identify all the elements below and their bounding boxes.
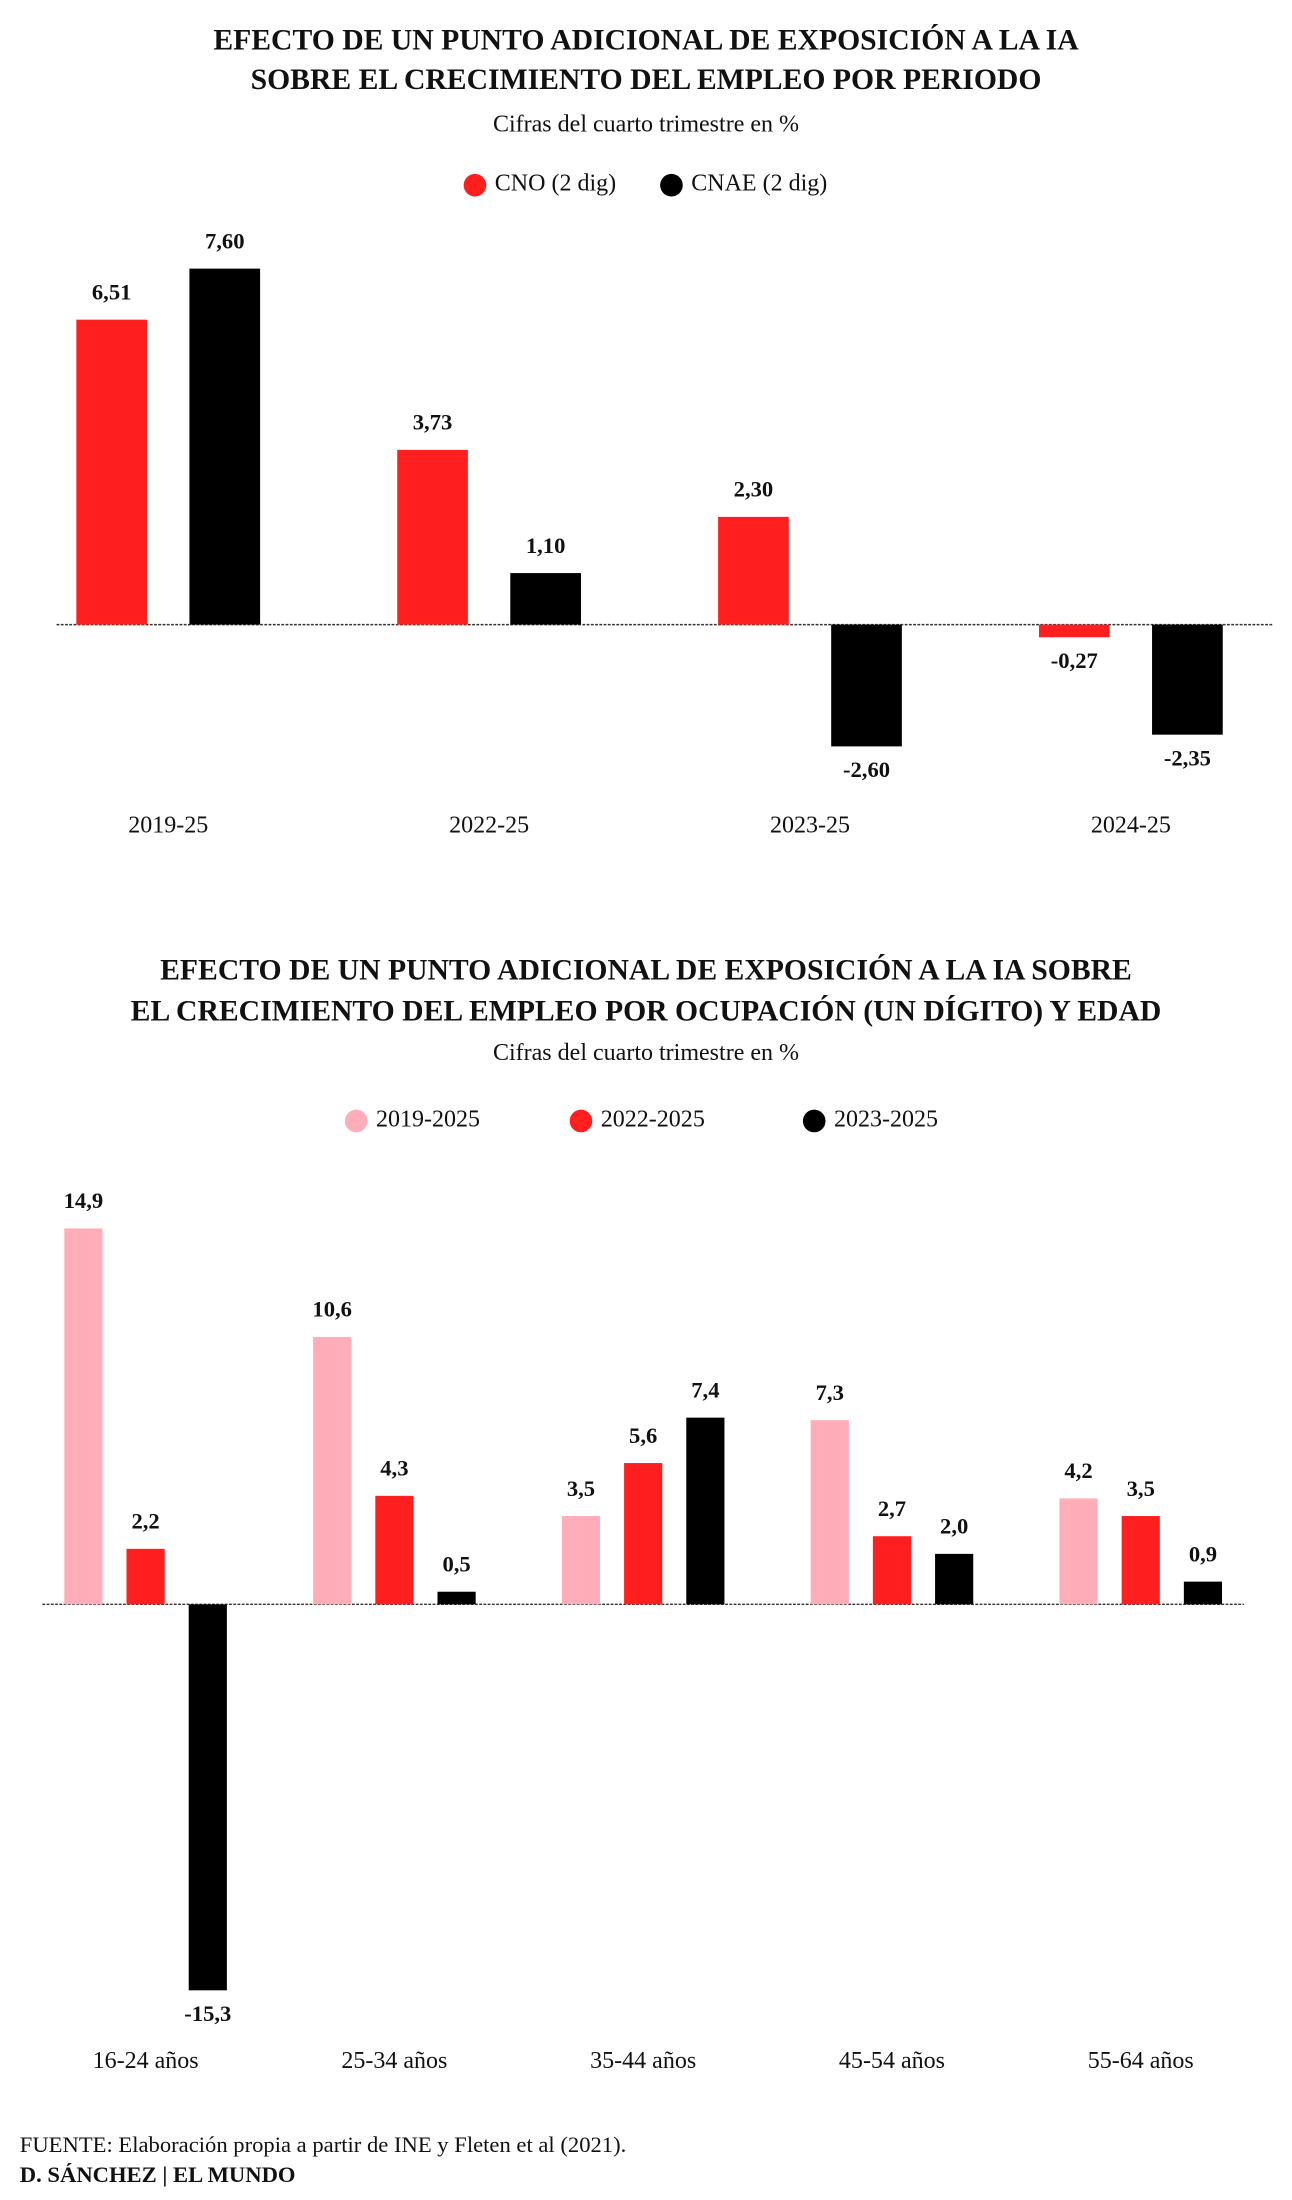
bar xyxy=(313,1336,352,1605)
chart-title: EL CRECIMIENTO DEL EMPLEO POR OCUPACIÓN … xyxy=(131,994,1162,1027)
bar xyxy=(510,573,581,625)
source-text: Elaboración propia a partir de INE y Fle… xyxy=(118,2132,626,2157)
bar xyxy=(375,1495,414,1605)
chart-title: EFECTO DE UN PUNTO ADICIONAL DE EXPOSICI… xyxy=(213,23,1079,56)
value-label: -15,3 xyxy=(184,2001,231,2026)
legend-marker xyxy=(344,1109,368,1133)
value-label: 10,6 xyxy=(312,1297,352,1322)
category-label: 45-54 años xyxy=(839,2048,945,2074)
legend-label: CNO (2 dig) xyxy=(495,171,616,197)
source-label: FUENTE: xyxy=(20,2132,113,2157)
bar xyxy=(1038,624,1110,638)
bar xyxy=(189,268,261,625)
credit: D. SÁNCHEZ | EL MUNDO xyxy=(20,2162,296,2187)
category-label: 2022-25 xyxy=(449,812,529,838)
value-label: 6,51 xyxy=(92,279,132,304)
value-label: 0,9 xyxy=(1189,1541,1217,1566)
value-label: 3,5 xyxy=(567,1476,595,1501)
legend-marker xyxy=(463,173,487,197)
legend-label: CNAE (2 dig) xyxy=(691,171,827,197)
category-label: 55-64 años xyxy=(1088,2048,1194,2074)
value-label: 7,60 xyxy=(205,228,245,253)
value-label: 2,30 xyxy=(734,477,774,502)
legend-marker xyxy=(569,1109,593,1133)
value-label: 1,10 xyxy=(526,533,566,558)
legend-marker xyxy=(660,173,683,197)
bar xyxy=(76,319,148,625)
value-label: 4,3 xyxy=(380,1456,408,1481)
legend-label: 2022-2025 xyxy=(601,1107,705,1133)
bar xyxy=(1121,1516,1160,1605)
chart-subtitle: Cifras del cuarto trimestre en % xyxy=(493,1040,799,1066)
legend-marker xyxy=(802,1109,826,1133)
value-label: -2,60 xyxy=(843,757,890,782)
value-label: 2,7 xyxy=(878,1496,906,1521)
bar xyxy=(624,1463,663,1605)
chart-title: EFECTO DE UN PUNTO ADICIONAL DE EXPOSICI… xyxy=(160,953,1132,986)
bar xyxy=(1183,1581,1223,1605)
value-label: 7,4 xyxy=(691,1377,719,1402)
category-label: 25-34 años xyxy=(341,2048,447,2074)
bar xyxy=(718,516,789,625)
bar xyxy=(188,1604,227,1991)
value-label: 0,5 xyxy=(442,1551,470,1576)
value-label: 7,3 xyxy=(816,1380,844,1405)
value-label: 5,6 xyxy=(629,1423,657,1448)
bar xyxy=(126,1548,165,1605)
source: FUENTE: Elaboración propia a partir de I… xyxy=(20,2132,627,2157)
legend-label: 2023-2025 xyxy=(834,1107,938,1133)
bar xyxy=(935,1553,974,1605)
value-label: -2,35 xyxy=(1164,745,1211,770)
category-label: 2023-25 xyxy=(770,812,850,838)
value-label: 3,5 xyxy=(1127,1476,1155,1501)
bar xyxy=(872,1536,912,1605)
bar xyxy=(831,624,902,747)
category-label: 16-24 años xyxy=(93,2048,199,2074)
bar xyxy=(1152,624,1223,735)
bar xyxy=(437,1591,476,1605)
bar xyxy=(561,1516,601,1605)
chart-subtitle: Cifras del cuarto trimestre en % xyxy=(493,111,799,137)
value-label: -0,27 xyxy=(1051,648,1098,673)
bar xyxy=(810,1420,849,1605)
category-label: 2024-25 xyxy=(1091,812,1171,838)
bar xyxy=(64,1228,103,1605)
bar xyxy=(1059,1498,1098,1605)
value-label: 2,2 xyxy=(131,1509,159,1534)
category-label: 35-44 años xyxy=(590,2048,696,2074)
value-label: 4,2 xyxy=(1064,1458,1092,1483)
value-label: 2,0 xyxy=(940,1514,968,1539)
category-label: 2019-25 xyxy=(128,812,208,838)
bar xyxy=(686,1417,725,1605)
chart-title: SOBRE EL CRECIMIENTO DEL EMPLEO POR PERI… xyxy=(251,64,1042,96)
value-label: 3,73 xyxy=(413,410,453,435)
legend-label: 2019-2025 xyxy=(376,1107,480,1133)
bar xyxy=(397,449,468,625)
value-label: 14,9 xyxy=(64,1188,104,1213)
